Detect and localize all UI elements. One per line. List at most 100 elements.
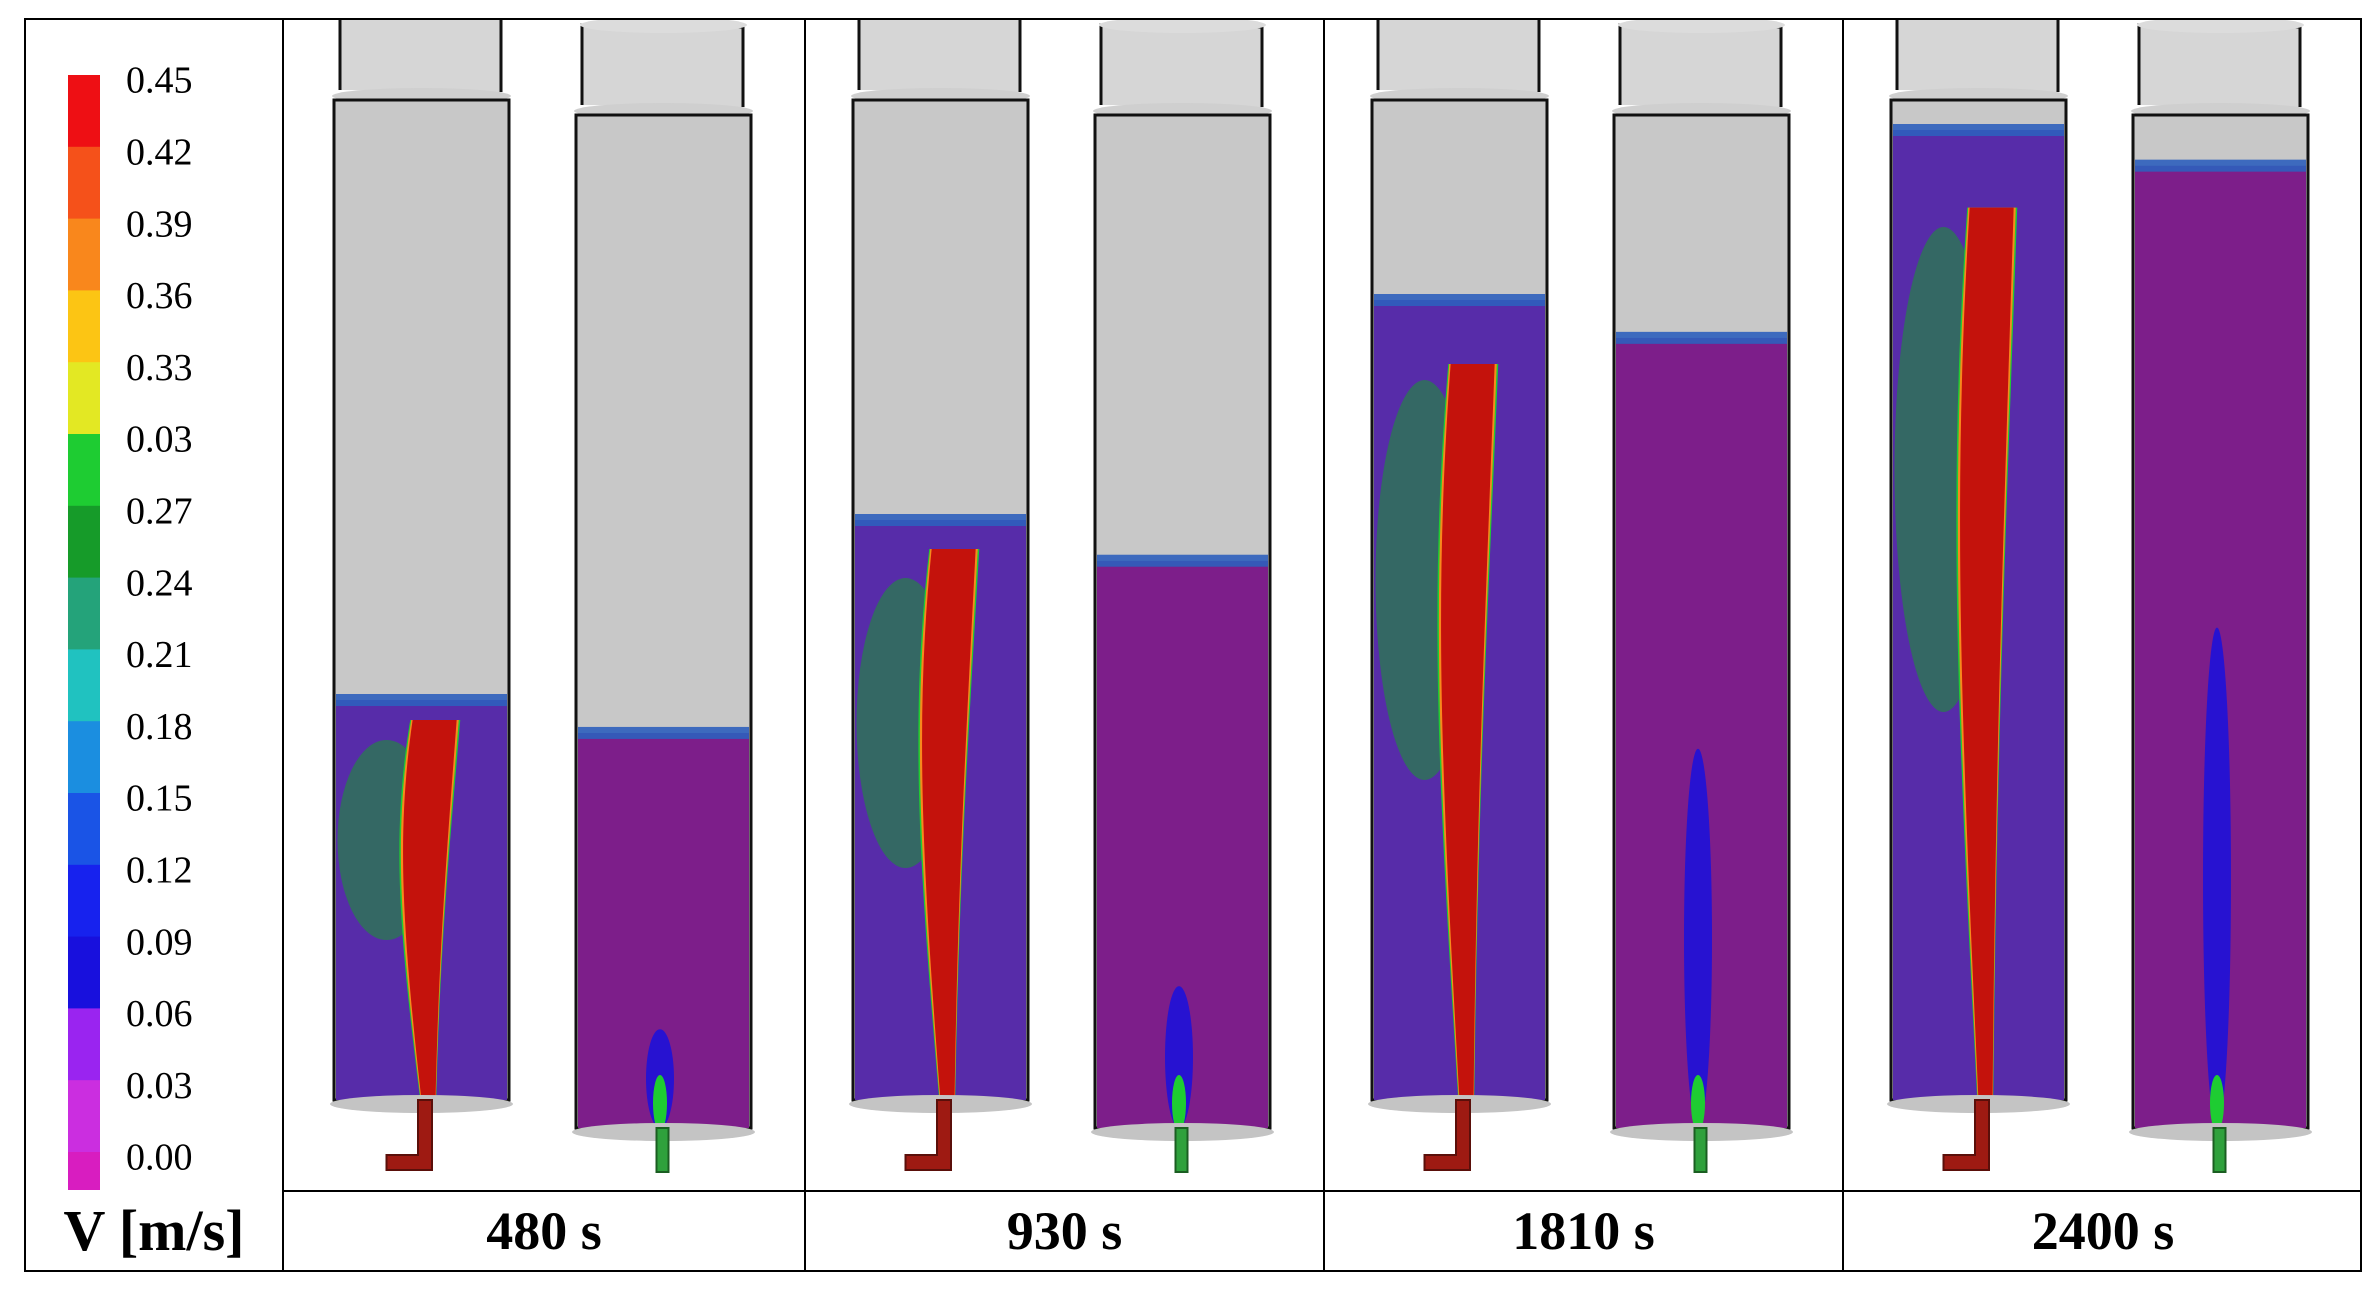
panel-2 [1368, 20, 1793, 1173]
time-label-930: 930 s [1006, 1201, 1123, 1261]
color-legend: 0.45 0.42 0.39 0.36 0.33 0.03 0.27 0.24 0.21 0.18… [68, 60, 193, 1190]
free-surface [1097, 554, 1268, 567]
free-surface [1616, 331, 1787, 344]
legend-tick-label: 0.15 [126, 778, 193, 820]
panel-divider-3 [1842, 18, 1844, 1272]
legend-tick-label: 0.18 [126, 706, 193, 748]
inlet-pipe [1693, 1127, 1708, 1173]
legend-swatch-10 [68, 793, 100, 866]
legend-tick-label: 0.06 [126, 993, 193, 1035]
tank-top-cap [338, 20, 503, 92]
legend-tick-label: 0.24 [126, 562, 193, 604]
tank-top-cap [2137, 23, 2302, 107]
left-tank [1368, 20, 1551, 1171]
legend-tick-label: 0.39 [126, 203, 193, 245]
inlet-pipe [1942, 1099, 1990, 1171]
free-surface [578, 726, 749, 739]
liquid-region [336, 700, 507, 1100]
left-tank [1887, 20, 2070, 1171]
legend-tick-label: 0.09 [126, 921, 193, 963]
jet-core [1441, 364, 1495, 1100]
jet-core [403, 720, 457, 1100]
legend-swatch-13 [68, 1008, 100, 1081]
tank-top-cap [580, 23, 745, 107]
panel-3 [1887, 20, 2312, 1173]
plume [1684, 748, 1712, 1128]
tank-top-cap [857, 20, 1022, 92]
liquid-region [1097, 560, 1268, 1128]
legend-swatch-3 [68, 290, 100, 363]
right-tank [572, 20, 755, 1173]
liquid-region [855, 520, 1026, 1100]
free-surface [855, 514, 1026, 526]
legend-tick-label: 0.33 [126, 347, 193, 389]
inlet-pipe [1423, 1099, 1471, 1171]
legend-tick-label: 0.00 [126, 1137, 193, 1179]
legend-swatch-14 [68, 1080, 100, 1153]
tank-cap-rim [1618, 20, 1785, 33]
legend-swatch-9 [68, 721, 100, 794]
plume-inlet [653, 1075, 667, 1128]
tank-cap-rim [1099, 20, 1266, 33]
panel-divider-2 [1323, 18, 1325, 1272]
legend-swatch-6 [68, 505, 100, 579]
figure-border [24, 18, 2362, 1272]
free-surface [2135, 159, 2306, 172]
legend-swatch-7 [68, 577, 100, 650]
tank-cap-rim [2137, 20, 2304, 33]
legend-swatch-8 [68, 649, 100, 722]
tank-panels [330, 20, 2312, 1173]
legend-tick-label: 0.27 [126, 491, 193, 533]
legend-swatch-15 [68, 1152, 100, 1190]
plume [1165, 986, 1193, 1128]
legend-swatch-11 [68, 864, 100, 938]
legend-swatch-12 [68, 936, 100, 1009]
legend-tick-label: 0.42 [126, 132, 193, 174]
inlet-pipe [2212, 1127, 2227, 1173]
jet-core [1960, 207, 2014, 1100]
legend-column-divider [282, 18, 284, 1272]
left-tank [849, 20, 1032, 1171]
right-tank [1610, 20, 1793, 1173]
plume-inlet [2210, 1075, 2224, 1128]
free-surface [336, 694, 507, 706]
legend-tick-label: 0.21 [126, 634, 193, 676]
legend-swatch-2 [68, 218, 100, 291]
liquid-region [1374, 300, 1545, 1100]
time-label-1810: 1810 s [1512, 1201, 1655, 1261]
right-tank [2129, 20, 2312, 1173]
liquid-region [1616, 337, 1787, 1128]
tank-top-cap [1618, 23, 1783, 107]
inlet-pipe [1174, 1127, 1189, 1173]
panel-0 [330, 20, 755, 1173]
inlet-pipe [904, 1099, 952, 1171]
inlet-pipe [655, 1127, 670, 1173]
panel-divider-1 [804, 18, 806, 1272]
free-surface [1893, 124, 2064, 136]
free-surface [1374, 294, 1545, 306]
time-label-2400: 2400 s [2031, 1201, 2175, 1261]
label-row-divider [282, 1190, 2362, 1192]
legend-title: V [m/s] [63, 1198, 245, 1263]
tank-top-cap [1099, 23, 1264, 107]
liquid-region [2135, 165, 2306, 1128]
legend-tick-label: 0.36 [126, 275, 193, 317]
legend-tick-label: 0.03 [126, 419, 193, 461]
right-tank [1091, 20, 1274, 1173]
legend-swatch-4 [68, 362, 100, 435]
plume [2203, 627, 2231, 1128]
legend-tick-label: 0.12 [126, 850, 193, 892]
legend-tick-label: 0.03 [126, 1065, 193, 1107]
legend-swatch-5 [68, 434, 100, 507]
left-tank [330, 20, 513, 1171]
legend-tick-label: 0.45 [126, 60, 193, 102]
legend-swatch-0 [68, 75, 100, 148]
panel-1 [849, 20, 1274, 1173]
liquid-region [1893, 130, 2064, 1100]
jet-core [922, 549, 976, 1100]
legend-swatch-1 [68, 146, 100, 220]
plume-inlet [1172, 1075, 1186, 1128]
liquid-region [578, 732, 749, 1128]
inlet-pipe [385, 1099, 433, 1171]
time-label-480: 480 s [486, 1201, 602, 1261]
